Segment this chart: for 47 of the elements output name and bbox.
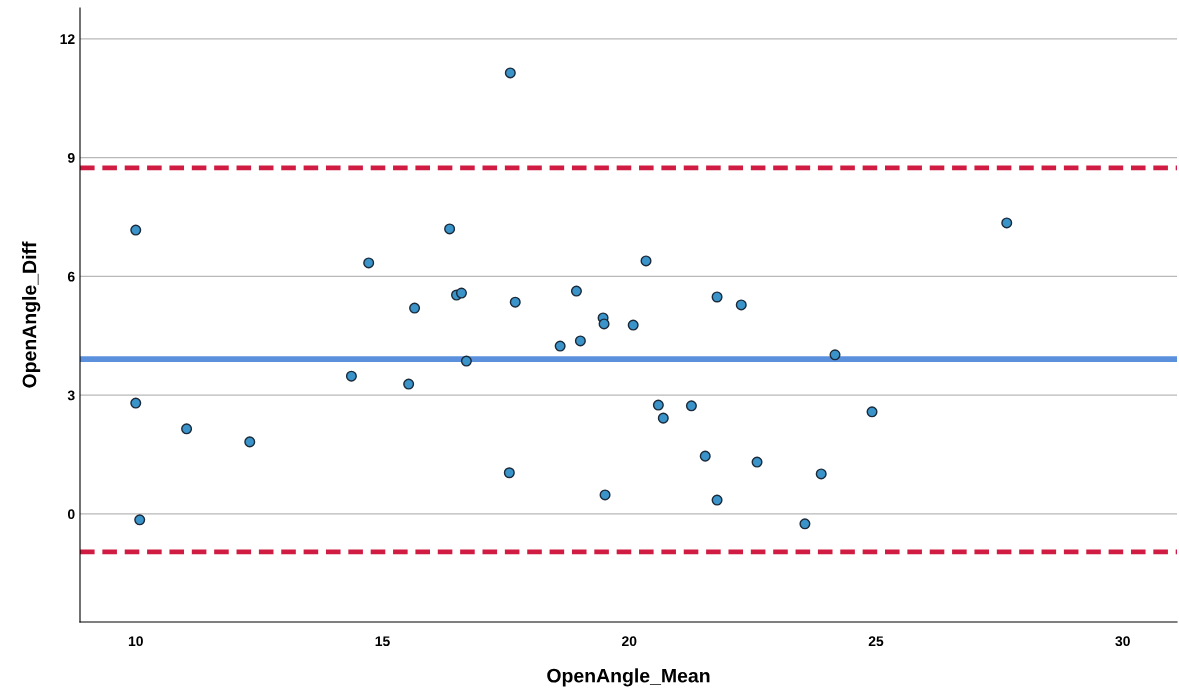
point xyxy=(699,450,711,462)
point xyxy=(509,296,521,308)
point xyxy=(627,319,639,331)
point xyxy=(409,302,421,314)
point xyxy=(244,436,256,448)
point xyxy=(640,255,652,267)
point xyxy=(829,349,841,361)
point xyxy=(444,223,456,235)
point xyxy=(735,299,747,311)
y-tick-label: 9 xyxy=(67,152,75,163)
x-axis-title: OpenAngle_Mean xyxy=(547,668,710,687)
x-tick-label: 25 xyxy=(868,636,884,647)
point xyxy=(554,340,566,352)
point xyxy=(598,318,610,330)
point xyxy=(570,285,582,297)
point xyxy=(503,467,515,479)
y-tick-label: 0 xyxy=(67,509,75,520)
x-tick-label: 15 xyxy=(375,636,390,647)
x-tick-label: 30 xyxy=(1115,636,1130,647)
point xyxy=(345,370,357,382)
point xyxy=(130,397,142,409)
point xyxy=(455,287,467,299)
point xyxy=(130,224,142,236)
point xyxy=(751,456,763,468)
point xyxy=(134,514,146,526)
point xyxy=(652,399,664,411)
x-tick-label: 20 xyxy=(622,636,637,647)
point xyxy=(685,400,697,412)
point xyxy=(711,494,723,506)
y-tick-label: 6 xyxy=(67,271,75,282)
point xyxy=(403,378,415,390)
point xyxy=(363,257,375,269)
point xyxy=(181,423,193,435)
point xyxy=(460,355,472,367)
point xyxy=(504,67,516,79)
point xyxy=(711,291,723,303)
y-tick-label: 12 xyxy=(60,34,75,44)
point xyxy=(599,489,611,501)
point xyxy=(657,412,669,424)
point xyxy=(799,518,811,530)
point xyxy=(815,468,827,480)
point xyxy=(866,406,878,418)
y-tick-label: 3 xyxy=(67,390,75,401)
point xyxy=(1001,217,1013,229)
point xyxy=(574,335,586,347)
y-axis-title: OpenAngle_Diff xyxy=(22,241,41,388)
x-tick-label: 10 xyxy=(128,636,143,647)
